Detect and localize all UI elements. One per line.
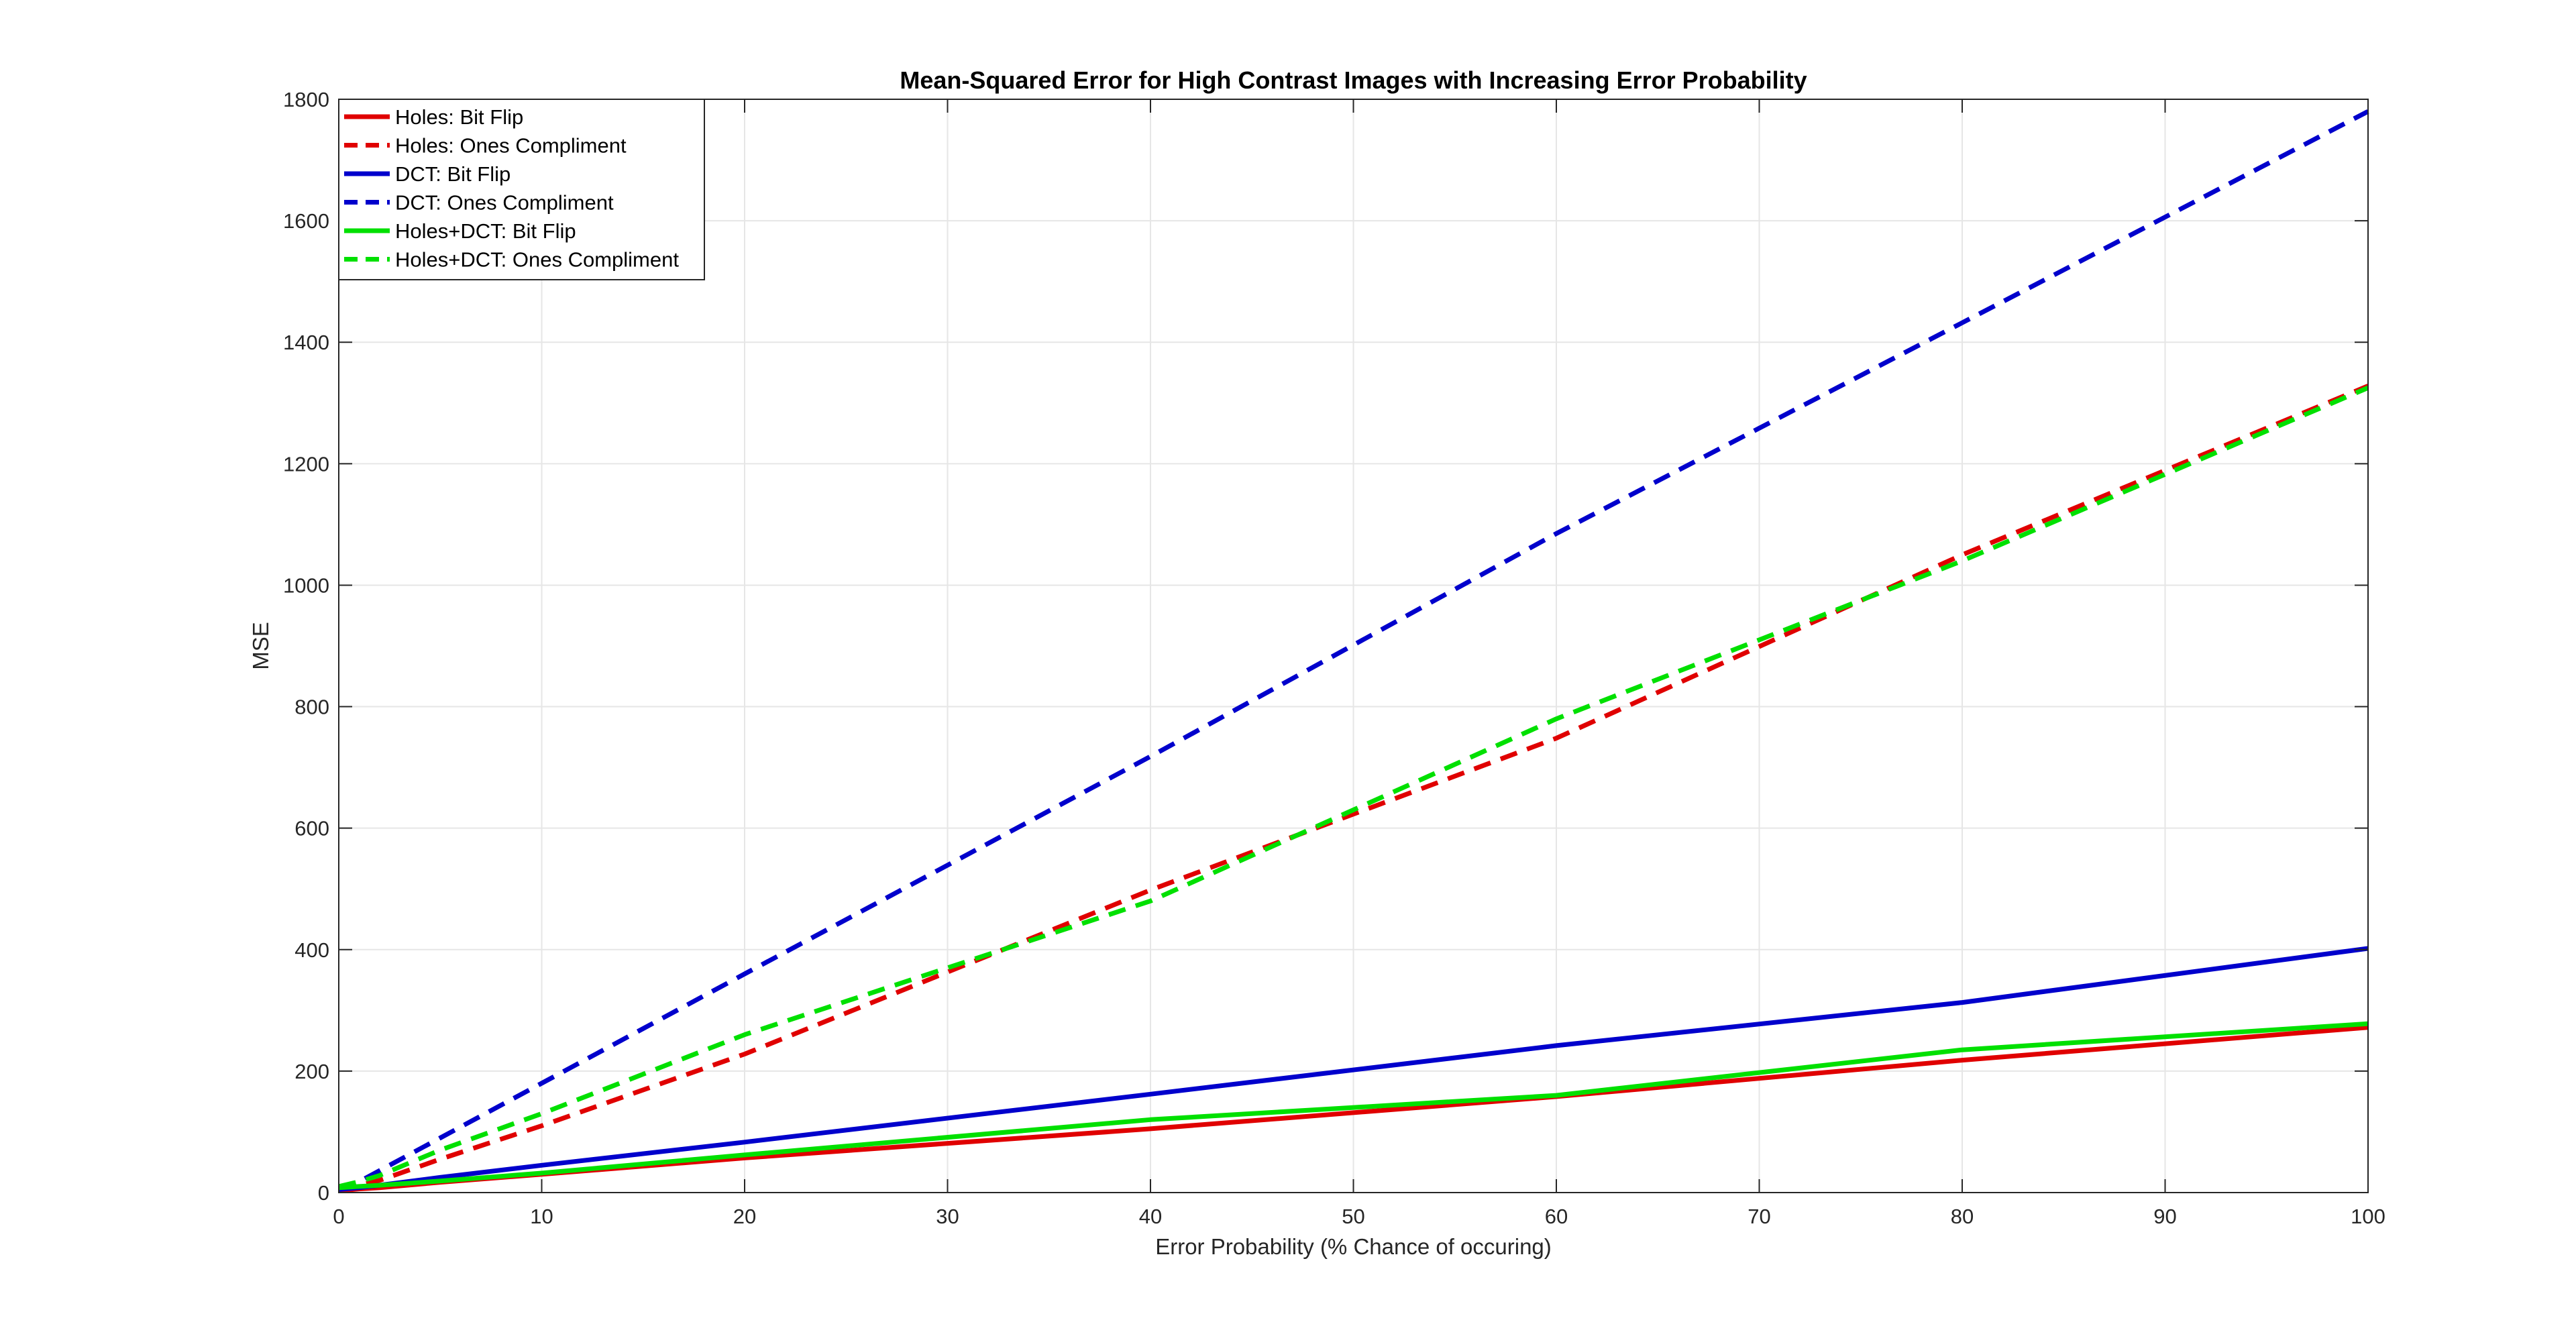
legend-label-3: DCT: Ones Compliment: [395, 191, 614, 215]
legend-label-5: Holes+DCT: Ones Compliment: [395, 248, 679, 272]
chart-title: Mean-Squared Error for High Contrast Ima…: [900, 66, 1807, 94]
y-tick-label: 200: [294, 1060, 329, 1083]
y-tick-label: 1000: [283, 573, 329, 597]
y-tick-label: 0: [318, 1181, 329, 1205]
series-line-5: [338, 385, 2369, 1189]
y-tick-label: 1400: [283, 331, 329, 354]
x-tick-label: 10: [530, 1205, 553, 1228]
legend-label-1: Holes: Ones Compliment: [395, 134, 627, 158]
series-line-1: [338, 384, 2369, 1192]
y-tick-label: 400: [294, 938, 329, 962]
legend: Holes: Bit Flip Holes: Ones Compliment DCT…: [338, 99, 705, 280]
x-tick-label: 70: [1748, 1205, 1770, 1228]
x-tick-label: 50: [1342, 1205, 1364, 1228]
y-tick-label: 800: [294, 696, 329, 719]
legend-label-4: Holes+DCT: Bit Flip: [395, 219, 576, 243]
x-tick-label: 100: [2351, 1205, 2385, 1228]
legend-box: [338, 99, 705, 280]
y-tick-label: 1800: [283, 88, 329, 111]
x-tick-label: 80: [1951, 1205, 1974, 1228]
y-tick-label: 1600: [283, 209, 329, 233]
x-axis-label: Error Probability (% Chance of occuring): [1155, 1234, 1552, 1259]
x-tick-label: 30: [936, 1205, 959, 1228]
legend-label-2: DCT: Bit Flip: [395, 162, 511, 186]
y-tick-label: 600: [294, 817, 329, 840]
x-tick-label: 20: [733, 1205, 756, 1228]
series-lines: [337, 109, 2369, 1193]
series-line-4: [338, 1021, 2369, 1191]
x-tick-label: 40: [1139, 1205, 1162, 1228]
legend-label-0: Holes: Bit Flip: [395, 105, 523, 129]
x-tick-label: 90: [2153, 1205, 2176, 1228]
y-tick-label: 1200: [283, 452, 329, 476]
x-tick-label: 60: [1545, 1205, 1568, 1228]
y-axis-label: MSE: [248, 622, 273, 670]
axis-ticks: 0 10 20 30 40 50 60 70 80 90 100020040060080010001…: [283, 88, 2385, 1228]
x-tick-label: 0: [333, 1205, 344, 1228]
